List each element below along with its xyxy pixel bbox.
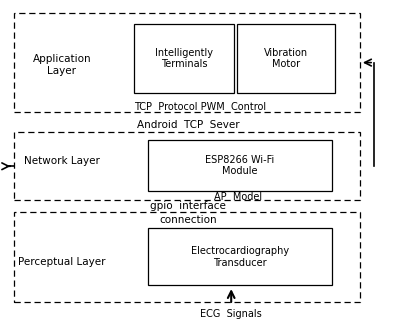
Bar	[14, 13, 360, 112]
Text: Electrocardiography
Transducer: Electrocardiography Transducer	[191, 246, 289, 268]
Text: Application
Layer: Application Layer	[33, 54, 91, 76]
Bar	[14, 212, 360, 302]
Text: Network Layer: Network Layer	[24, 156, 100, 166]
Text: Vibration
Motor: Vibration Motor	[264, 48, 308, 69]
Text: AP  Model: AP Model	[214, 192, 262, 202]
Text: Intelligently
Terminals: Intelligently Terminals	[155, 48, 213, 69]
Text: Perceptual Layer: Perceptual Layer	[18, 258, 106, 267]
Bar	[148, 140, 332, 191]
Text: ECG  Signals: ECG Signals	[200, 309, 262, 319]
Text: gpio  interface
connection: gpio interface connection	[150, 200, 226, 225]
Bar	[14, 132, 360, 200]
Text: ESP8266 Wi-Fi
Module: ESP8266 Wi-Fi Module	[205, 155, 275, 176]
Bar	[134, 24, 234, 93]
Text: TCP  Protocol PWM  Control: TCP Protocol PWM Control	[134, 102, 266, 112]
Text: Android  TCP  Sever: Android TCP Sever	[137, 120, 239, 129]
Bar	[237, 24, 335, 93]
Bar	[148, 228, 332, 285]
